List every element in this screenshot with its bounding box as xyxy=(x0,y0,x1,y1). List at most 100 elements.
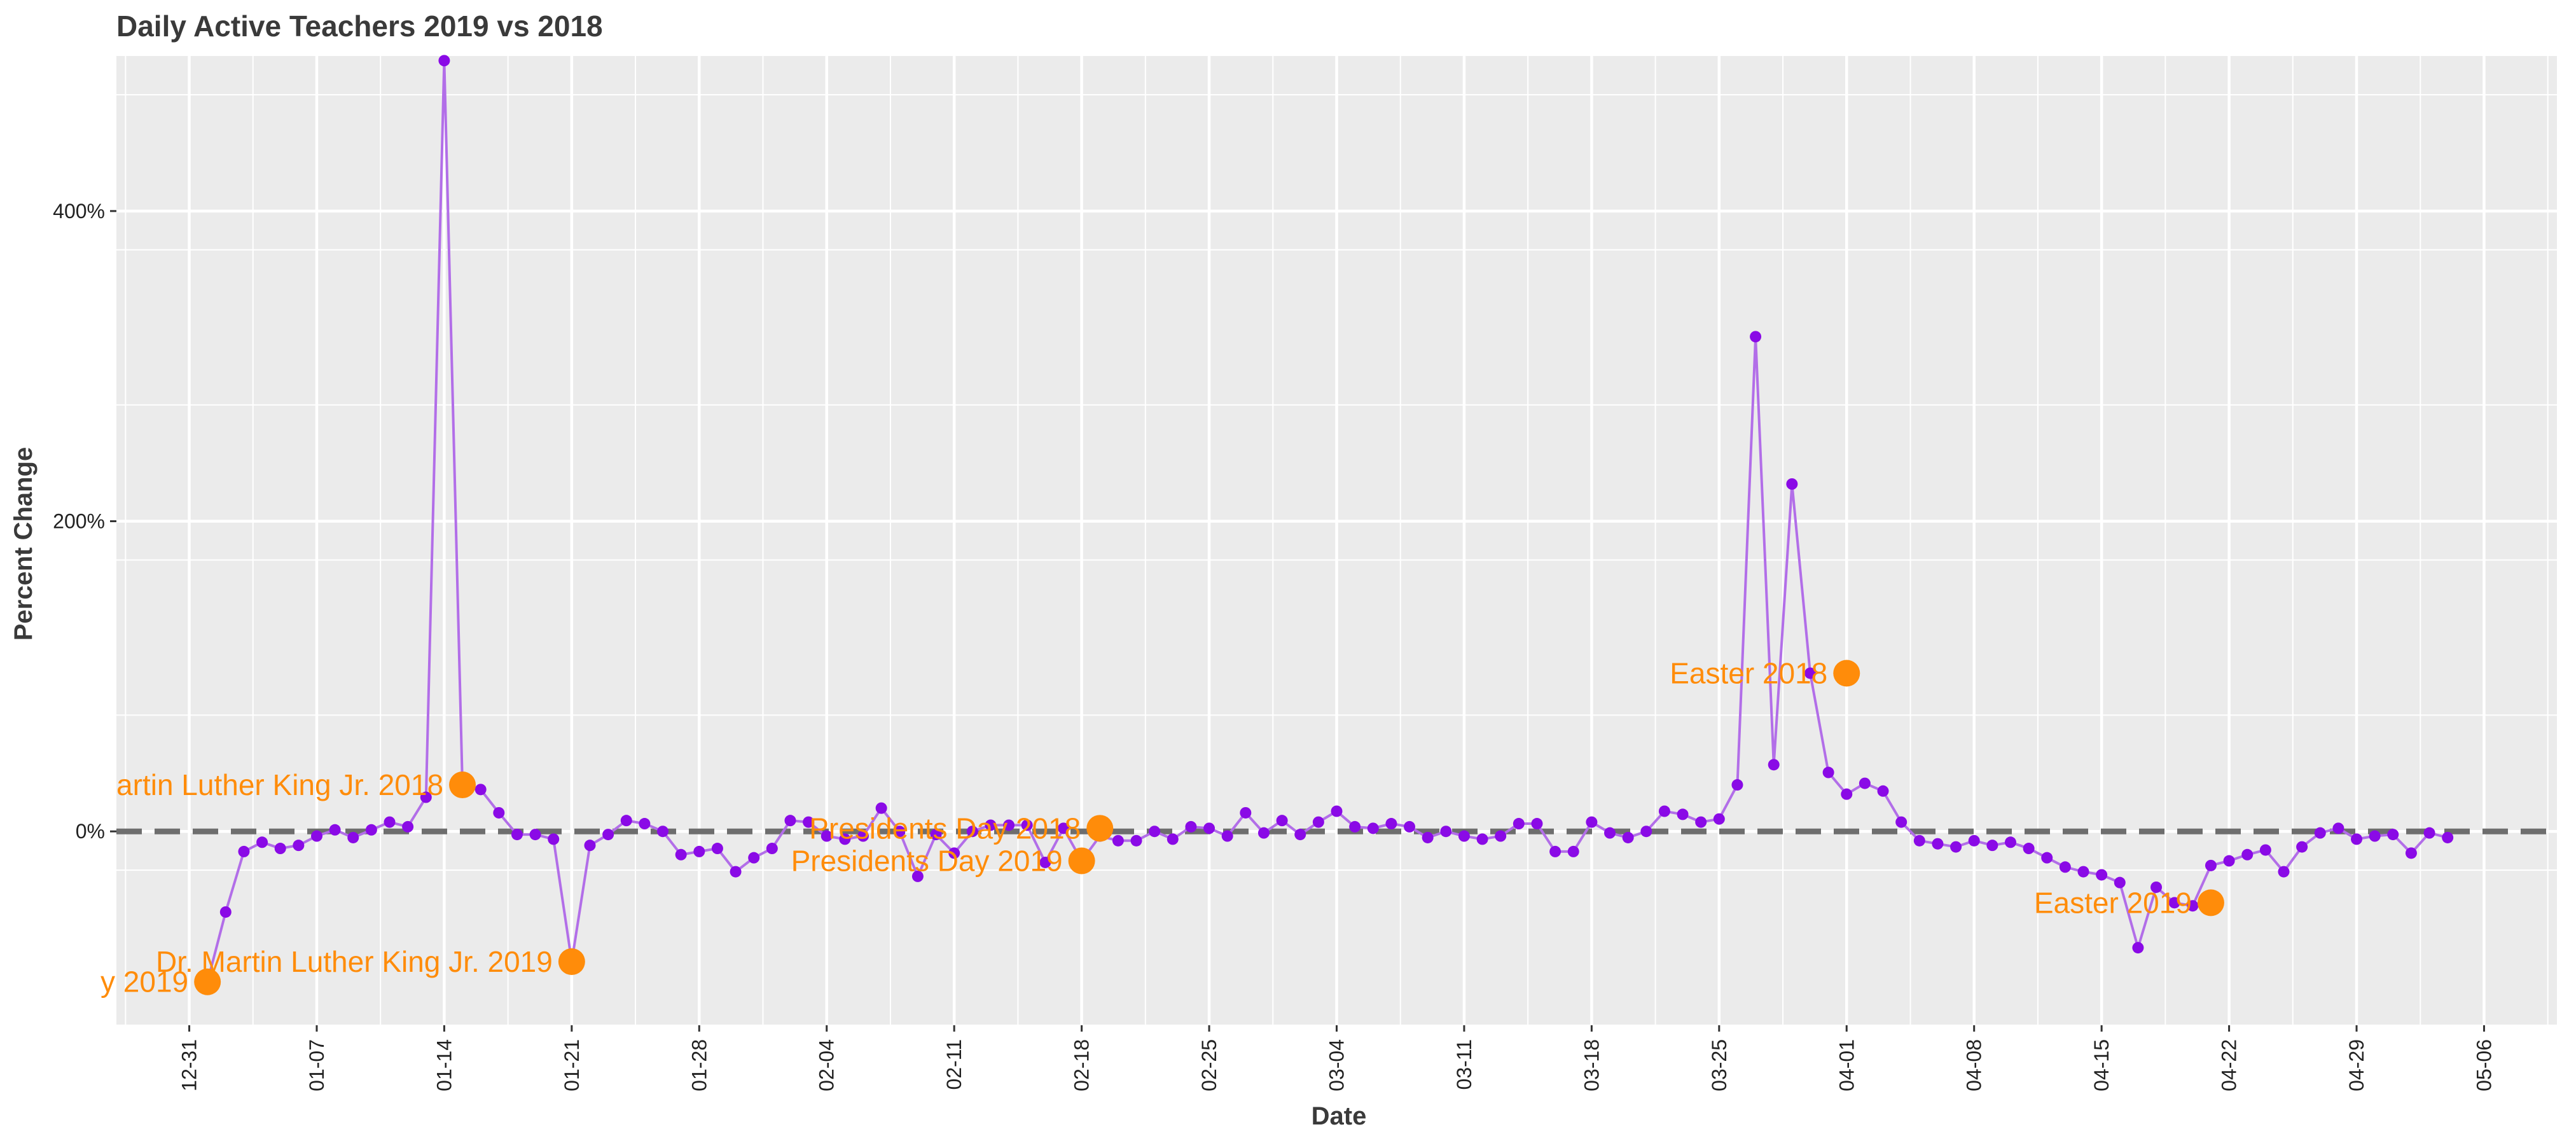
data-point xyxy=(256,836,268,848)
holiday-marker xyxy=(1068,847,1095,875)
data-point xyxy=(1167,833,1179,845)
x-tick-label: 03-04 xyxy=(1326,1039,1348,1091)
data-point xyxy=(2442,831,2454,843)
data-point xyxy=(2296,841,2308,853)
x-tick-label: 03-25 xyxy=(1708,1039,1731,1091)
data-point xyxy=(474,784,487,796)
data-point xyxy=(2187,900,2199,912)
data-point xyxy=(384,816,396,828)
holiday-marker xyxy=(449,771,476,799)
x-tick-label: 01-28 xyxy=(688,1039,710,1091)
data-point xyxy=(1130,834,1142,847)
data-point xyxy=(602,829,614,841)
y-tick-label: 400% xyxy=(53,200,105,223)
data-point xyxy=(1221,830,1233,842)
data-point xyxy=(1331,805,1343,817)
data-point xyxy=(875,802,887,814)
data-point xyxy=(784,815,796,827)
data-point xyxy=(347,831,359,843)
data-point xyxy=(1404,820,1416,833)
data-point xyxy=(1495,830,1507,842)
data-point xyxy=(948,847,960,859)
data-point xyxy=(1913,834,1925,847)
data-point xyxy=(1859,777,1871,789)
x-tick-label: 02-04 xyxy=(815,1039,838,1091)
x-tick-label: 04-22 xyxy=(2218,1039,2241,1091)
data-point xyxy=(766,843,778,855)
data-point xyxy=(1567,845,1579,857)
holiday-label: Presidents Day 2018 xyxy=(809,812,1081,845)
data-point xyxy=(2004,836,2016,848)
data-point xyxy=(985,819,997,831)
data-point xyxy=(857,830,869,842)
series-polyline xyxy=(206,60,2448,983)
data-point xyxy=(1950,841,1962,853)
data-point xyxy=(894,826,906,838)
data-point xyxy=(2077,866,2089,878)
data-point xyxy=(493,806,505,819)
data-point xyxy=(1877,785,1889,797)
data-point xyxy=(1003,819,1015,831)
data-point xyxy=(1822,766,1834,778)
x-tick-label: 03-18 xyxy=(1580,1039,1603,1091)
data-point xyxy=(2423,827,2435,839)
x-tick-label: 03-11 xyxy=(1453,1039,1476,1089)
data-point xyxy=(238,845,250,857)
data-point xyxy=(548,833,560,845)
data-point xyxy=(1531,818,1543,830)
x-axis-label: Date xyxy=(1312,1102,1367,1130)
holiday-marker xyxy=(1833,660,1860,687)
data-point xyxy=(1895,816,1908,828)
series-line xyxy=(206,60,2448,983)
data-point xyxy=(1112,834,1124,847)
data-point xyxy=(1021,819,1033,831)
data-point xyxy=(1294,829,1306,841)
data-point xyxy=(219,906,232,918)
data-point xyxy=(2059,861,2071,873)
axes: 0% 200% 400% 12-31 01-07 01-14 01-21 01-28 02-04… xyxy=(53,200,2495,1091)
holiday-annotations: y 2019 artin Luther King Jr. 2018 Dr. Mart… xyxy=(100,656,2224,999)
holiday-label: y 2019 xyxy=(100,965,188,999)
x-tick-label: 05-06 xyxy=(2473,1039,2496,1091)
x-tick-label: 01-21 xyxy=(560,1039,583,1091)
data-point xyxy=(1039,856,1051,868)
data-point xyxy=(438,55,450,67)
x-tick-label: 04-15 xyxy=(2090,1039,2113,1091)
data-point xyxy=(1622,831,1634,843)
data-point xyxy=(1604,827,1616,839)
data-point xyxy=(584,840,596,852)
data-point xyxy=(1968,834,1980,847)
data-point xyxy=(2150,881,2163,893)
data-point xyxy=(1713,813,1725,825)
data-point xyxy=(693,845,705,857)
y-axis-label: Percent Change xyxy=(10,447,38,641)
data-point xyxy=(730,866,742,878)
data-point xyxy=(1640,826,1652,838)
data-point xyxy=(930,829,942,841)
data-point xyxy=(1731,779,1743,791)
data-point xyxy=(1986,840,1998,852)
data-point xyxy=(1240,806,1252,819)
data-point xyxy=(839,833,851,845)
data-point xyxy=(1149,826,1161,838)
data-point xyxy=(2369,830,2381,842)
data-point xyxy=(2096,869,2108,881)
data-point xyxy=(1276,815,1288,827)
data-point xyxy=(2387,829,2399,841)
data-point xyxy=(1367,822,1379,834)
x-tick-label: 04-01 xyxy=(1835,1039,1858,1091)
data-point xyxy=(1695,816,1707,828)
data-point xyxy=(1750,331,1762,343)
data-point xyxy=(1185,820,1197,833)
data-point xyxy=(1932,838,1944,850)
data-point xyxy=(748,852,760,864)
data-point xyxy=(1804,667,1816,679)
data-point xyxy=(1458,830,1470,842)
data-point xyxy=(1057,822,1069,834)
x-tick-label: 01-14 xyxy=(433,1039,455,1091)
holiday-marker xyxy=(194,968,221,995)
data-point xyxy=(2205,859,2217,871)
data-point xyxy=(1312,816,1324,828)
